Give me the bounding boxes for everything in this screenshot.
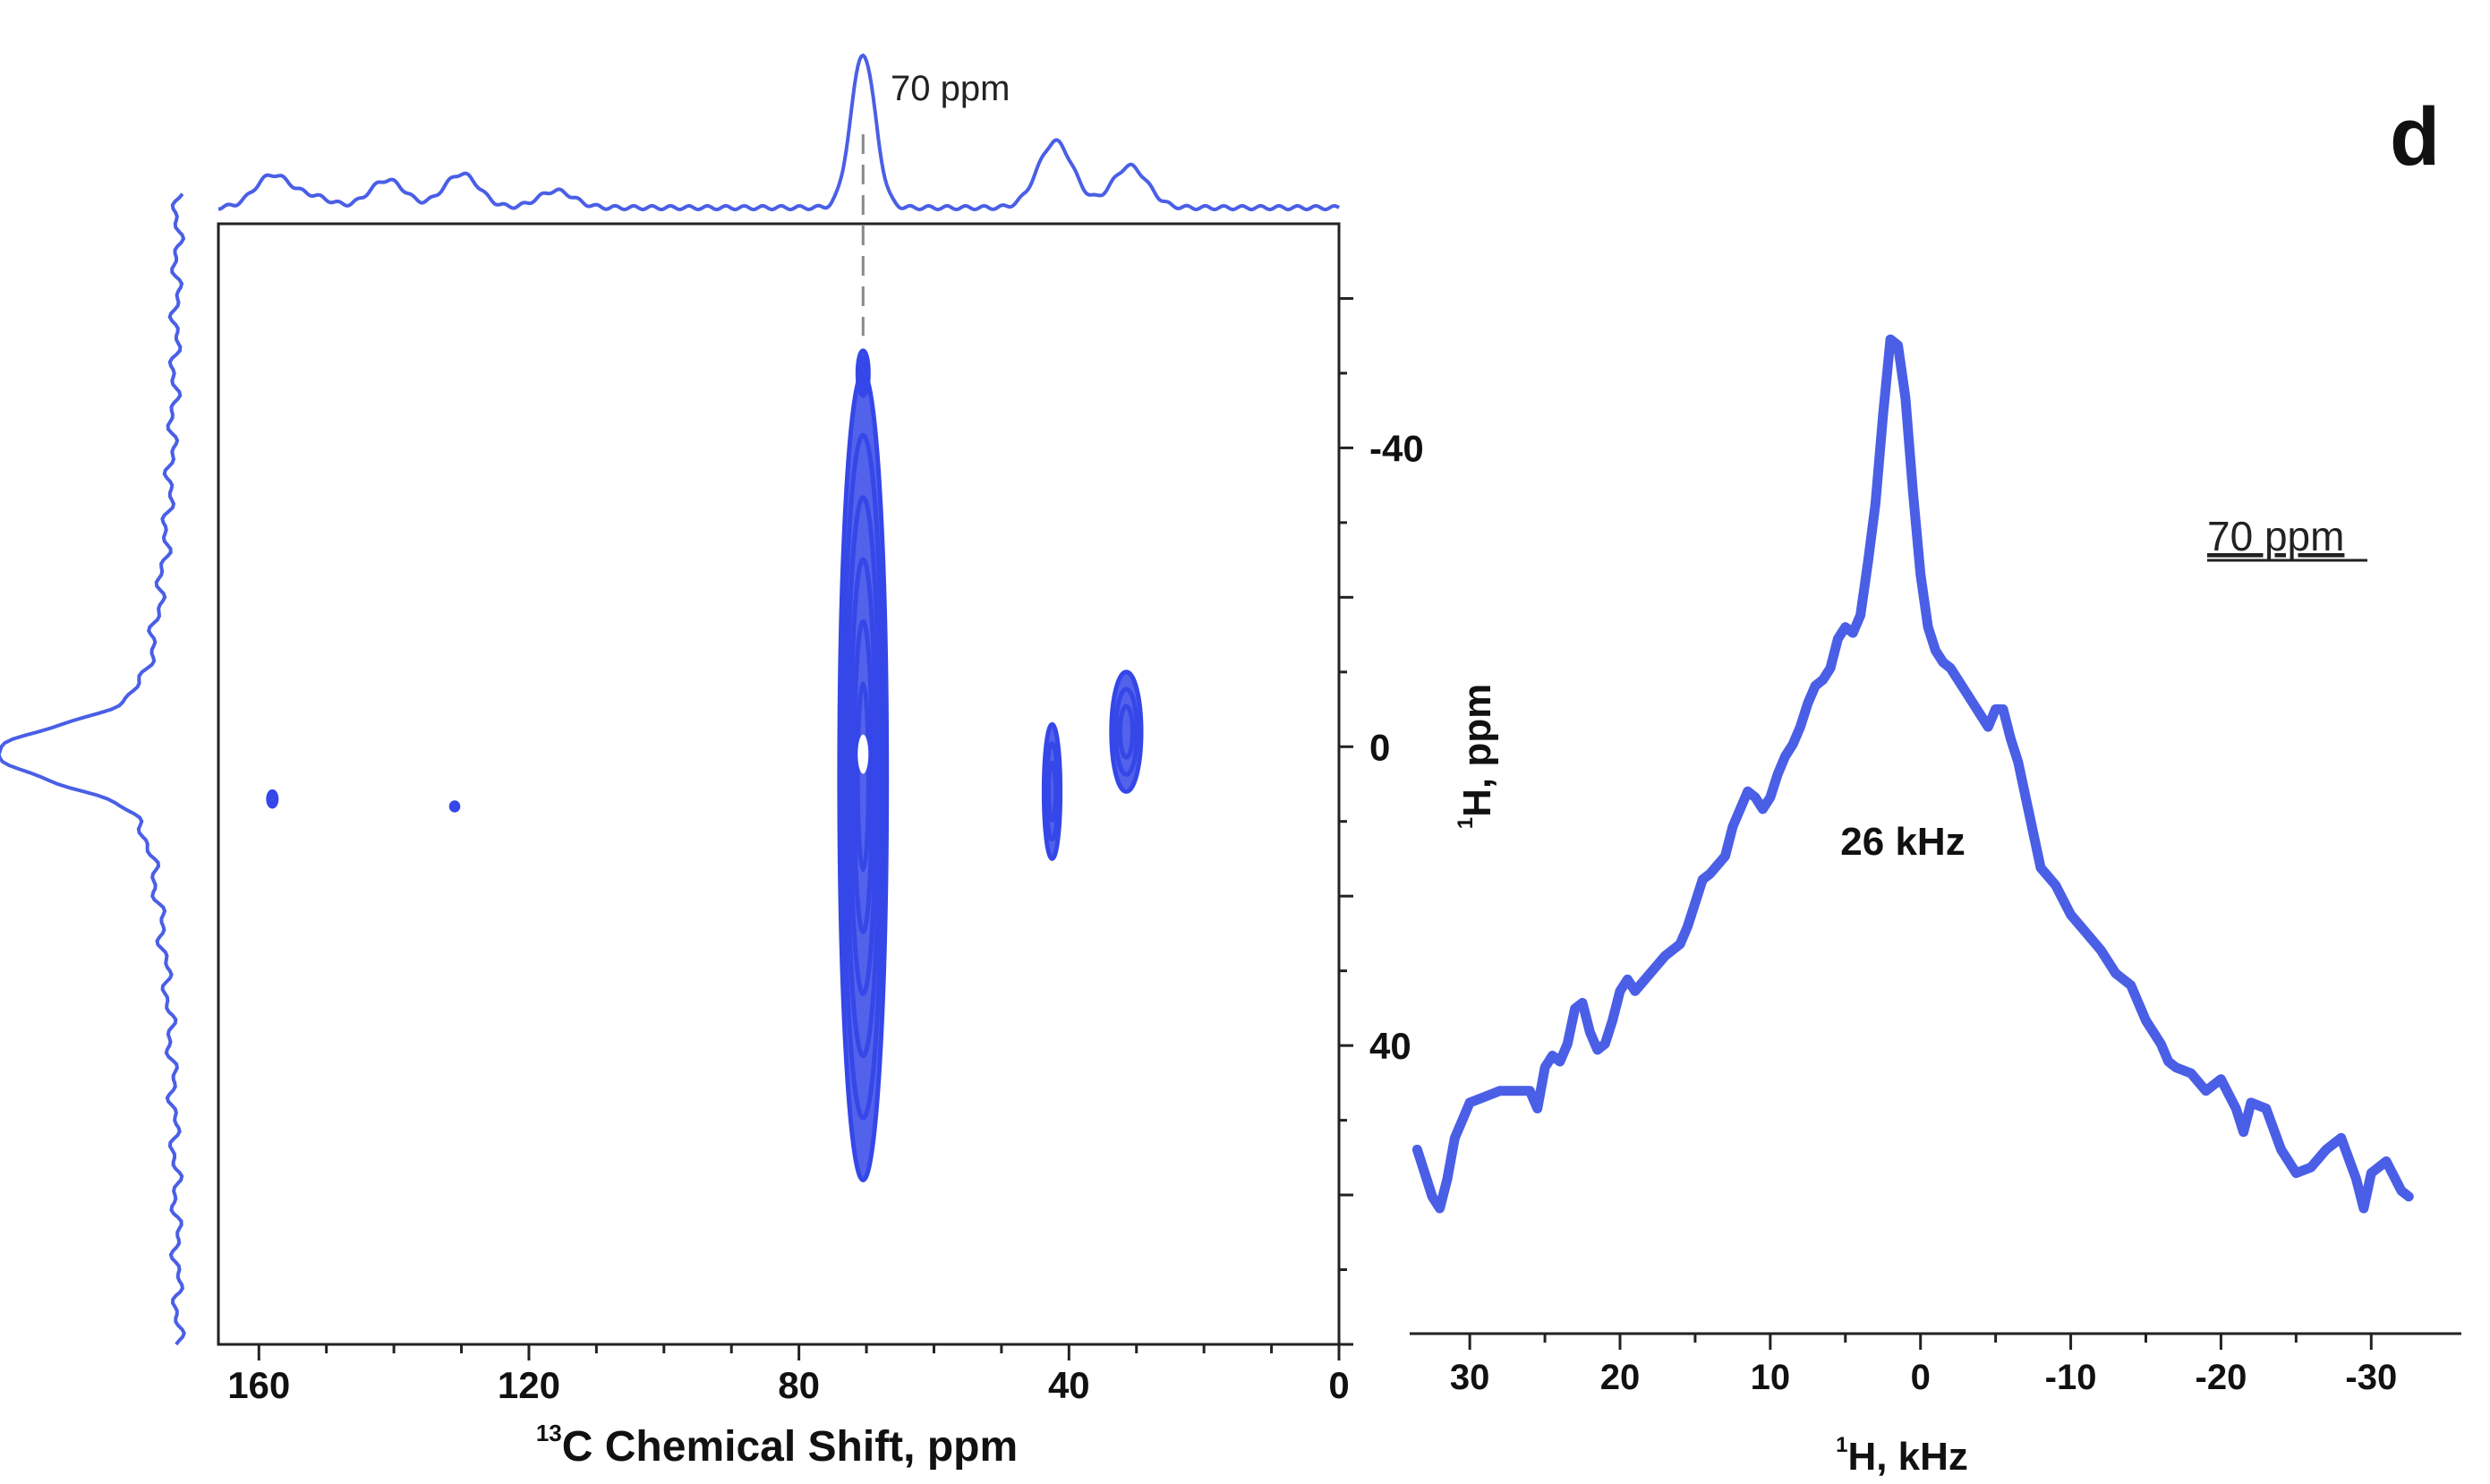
slice-x-tick-label: -30 <box>2345 1358 2397 1397</box>
contour-level <box>1113 687 1139 777</box>
x-axis-title-text: C Chemical Shift, ppm <box>562 1423 1018 1471</box>
x-axis-title-superscript: 13 <box>536 1420 562 1446</box>
x-tick-label: 160 <box>227 1364 290 1406</box>
contour-level <box>1044 741 1061 842</box>
slice-x-tick-label: 30 <box>1450 1358 1490 1397</box>
slice-spectrum-line <box>1411 334 2414 1214</box>
contour-level <box>1117 704 1136 760</box>
slice-x-tick-label: 10 <box>1751 1358 1791 1397</box>
contour-level <box>855 681 871 873</box>
y-axis-title-superscript: 1 <box>1454 817 1478 829</box>
slice-x-axis-title-text: H, kHz <box>1847 1435 1967 1479</box>
x-tick-label: 40 <box>1048 1364 1090 1406</box>
y-tick-label: 0 <box>1369 726 1390 768</box>
panel-letter: d <box>2390 91 2440 183</box>
slice-x-axis-title: 1H, kHz <box>1836 1433 1968 1479</box>
slice-x-axis-ticks: 30 20 10 0 -10 -20 -30 <box>1450 1334 2397 1397</box>
contour-peak <box>1109 670 1144 794</box>
slice-label: 70 ppm <box>2207 513 2344 559</box>
contour-level <box>840 432 886 1121</box>
contour-peak <box>855 348 871 398</box>
contour-level <box>1046 760 1058 823</box>
contour-peak <box>448 800 461 813</box>
y-tick-label: -40 <box>1369 427 1424 469</box>
slice-x-tick-label: 20 <box>1600 1358 1641 1397</box>
slice-panel: 30 20 10 0 -10 -20 -30 1H, kHz 70 ppm 26 kHz <box>1410 334 2461 1479</box>
contour-level <box>844 495 883 1059</box>
slice-x-tick-label: -20 <box>2196 1358 2247 1397</box>
slice-x-tick-label: -10 <box>2045 1358 2097 1397</box>
x-tick-label: 120 <box>498 1364 560 1406</box>
contour-peak-center <box>857 734 869 774</box>
contour-level <box>267 793 277 805</box>
contour-level <box>857 361 868 386</box>
slice-x-axis-title-superscript: 1 <box>1836 1433 1847 1457</box>
y-tick-label: 40 <box>1369 1025 1411 1067</box>
contour-level <box>449 801 460 812</box>
top-projection-annotation: 70 ppm <box>891 69 1010 108</box>
contour-level <box>851 618 874 934</box>
top-projection-trace <box>217 53 1341 212</box>
x-axis-title: 13C Chemical Shift, ppm <box>536 1420 1018 1471</box>
x-tick-label: 0 <box>1328 1364 1349 1406</box>
slice-x-tick-label: 0 <box>1911 1358 1931 1397</box>
contour-plot-frame <box>217 222 1341 1346</box>
contour-level <box>848 557 878 996</box>
contour-panel: 70 ppm 160 120 80 40 0 -40 0 40 13C Chemical S… <box>0 53 1499 1471</box>
y-axis-ticks: -40 0 40 <box>1339 296 1424 1346</box>
contour-peaks <box>266 348 1144 1182</box>
x-tick-label: 80 <box>778 1364 820 1406</box>
y-axis-title: 1H, ppm <box>1454 684 1499 829</box>
linewidth-annotation: 26 kHz <box>1840 820 1965 864</box>
contour-peak <box>1041 721 1063 861</box>
side-projection-trace <box>0 192 186 1346</box>
contour-peak <box>266 789 279 809</box>
x-axis-ticks: 160 120 80 40 0 <box>227 1344 1350 1406</box>
contour-peak <box>837 371 890 1182</box>
y-axis-title-text: H, ppm <box>1455 684 1499 817</box>
